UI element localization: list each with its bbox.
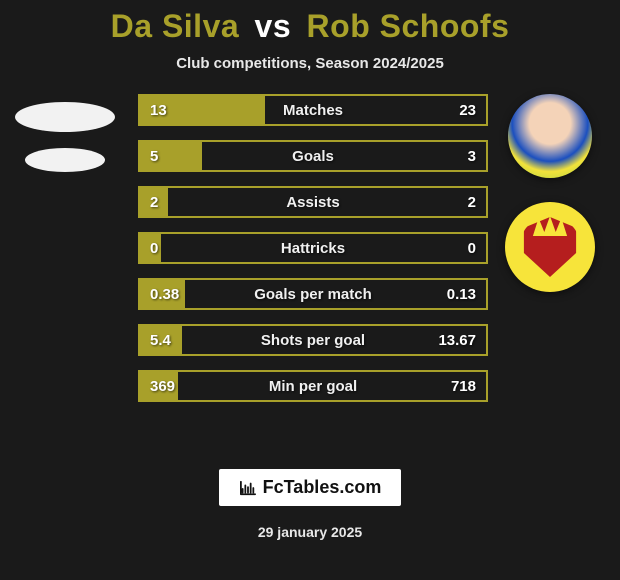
content: 13Matches23 5Goals3 2Assists2 0Hattricks0 0.… [0, 94, 620, 402]
stat-value-right: 0 [468, 240, 476, 257]
stat-bar: 13Matches23 [138, 94, 488, 126]
stat-bar: 369Min per goal718 [138, 370, 488, 402]
player1-name: Da Silva [111, 8, 240, 44]
brand-text: FcTables.com [263, 477, 382, 498]
stat-value-right: 3 [468, 148, 476, 165]
stat-label: Assists [140, 194, 486, 211]
player2-club-crest [505, 202, 595, 292]
stat-label: Goals per match [140, 286, 486, 303]
stat-bar: 5.4Shots per goal13.67 [138, 324, 488, 356]
stat-bars: 13Matches23 5Goals3 2Assists2 0Hattricks0 0.… [138, 94, 488, 402]
stat-bar: 2Assists2 [138, 186, 488, 218]
subtitle: Club competitions, Season 2024/2025 [0, 55, 620, 72]
stat-label: Goals [140, 148, 486, 165]
stat-value-right: 2 [468, 194, 476, 211]
left-avatar-column [10, 102, 120, 172]
stat-label: Matches [140, 102, 486, 119]
stat-value-right: 13.67 [438, 332, 476, 349]
footer-date: 29 january 2025 [258, 524, 362, 540]
header: Da Silva vs Rob Schoofs Club competition… [0, 0, 620, 72]
player2-name: Rob Schoofs [307, 8, 510, 44]
stat-value-right: 23 [459, 102, 476, 119]
stat-label: Shots per goal [140, 332, 486, 349]
stat-value-right: 0.13 [447, 286, 476, 303]
stat-bar: 5Goals3 [138, 140, 488, 172]
stat-label: Min per goal [140, 378, 486, 395]
player1-club-placeholder [25, 148, 105, 172]
brand-icon [239, 480, 257, 496]
stat-label: Hattricks [140, 240, 486, 257]
footer: FcTables.com 29 january 2025 [0, 469, 620, 540]
player1-avatar-placeholder [15, 102, 115, 132]
right-avatar-column [490, 94, 610, 292]
stat-bar: 0Hattricks0 [138, 232, 488, 264]
brand-badge: FcTables.com [219, 469, 402, 506]
comparison-title: Da Silva vs Rob Schoofs [0, 8, 620, 45]
vs-text: vs [255, 8, 292, 44]
player2-avatar [508, 94, 592, 178]
stat-bar: 0.38Goals per match0.13 [138, 278, 488, 310]
stat-value-right: 718 [451, 378, 476, 395]
